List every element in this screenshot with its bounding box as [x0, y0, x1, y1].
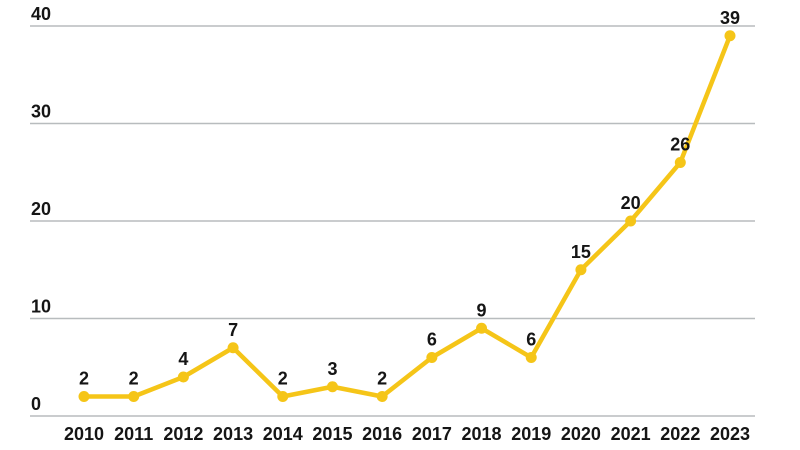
- data-point-marker: [78, 391, 90, 402]
- y-axis-tick-label: 30: [31, 102, 51, 122]
- data-point-marker: [227, 342, 239, 354]
- y-axis-tick-label: 40: [31, 4, 51, 24]
- data-point-marker: [128, 391, 140, 402]
- data-point-label: 39: [720, 8, 740, 28]
- x-axis-tick-label: 2018: [462, 424, 502, 444]
- x-axis-tick-label: 2017: [412, 424, 452, 444]
- x-axis-tick-label: 2021: [611, 424, 651, 444]
- data-point-marker: [326, 381, 338, 393]
- x-axis-tick-label: 2016: [362, 424, 402, 444]
- data-point-marker: [177, 371, 189, 383]
- x-axis-tick-label: 2013: [213, 424, 253, 444]
- data-point-label: 7: [228, 320, 238, 340]
- data-point-label: 2: [278, 369, 288, 389]
- data-point-label: 3: [327, 359, 337, 379]
- data-point-marker: [277, 391, 289, 402]
- data-point-marker: [724, 30, 736, 42]
- x-axis-tick-label: 2019: [511, 424, 551, 444]
- data-point-marker: [674, 157, 686, 168]
- data-point-marker: [376, 391, 388, 402]
- data-point-label: 6: [526, 330, 536, 350]
- data-point-label: 2: [79, 369, 89, 389]
- data-point-label: 9: [477, 300, 487, 320]
- x-axis-tick-label: 2020: [561, 424, 601, 444]
- x-axis-tick-label: 2010: [64, 424, 104, 444]
- data-point-marker: [426, 352, 438, 363]
- data-point-marker: [575, 264, 587, 276]
- y-axis-tick-label: 20: [31, 199, 51, 219]
- data-point-label: 4: [178, 349, 188, 369]
- data-point-label: 26: [670, 135, 690, 155]
- y-axis-tick-label: 10: [31, 297, 51, 317]
- data-point-label: 6: [427, 330, 437, 350]
- x-axis-tick-label: 2014: [263, 424, 303, 444]
- x-axis-tick-label: 2015: [312, 424, 352, 444]
- data-point-marker: [625, 215, 637, 227]
- data-point-label: 2: [129, 369, 139, 389]
- x-axis-tick-label: 2012: [163, 424, 203, 444]
- data-point-label: 15: [571, 242, 591, 262]
- x-axis-tick-label: 2022: [660, 424, 700, 444]
- data-point-label: 2: [377, 369, 387, 389]
- line-series: [81, 33, 733, 399]
- data-point-marker: [476, 322, 488, 334]
- y-axis-tick-label: 0: [31, 394, 41, 414]
- data-point-label: 20: [621, 193, 641, 213]
- data-point-marker: [525, 352, 537, 363]
- x-axis-tick-label: 2011: [114, 424, 153, 444]
- x-axis-tick-label: 2023: [710, 424, 750, 444]
